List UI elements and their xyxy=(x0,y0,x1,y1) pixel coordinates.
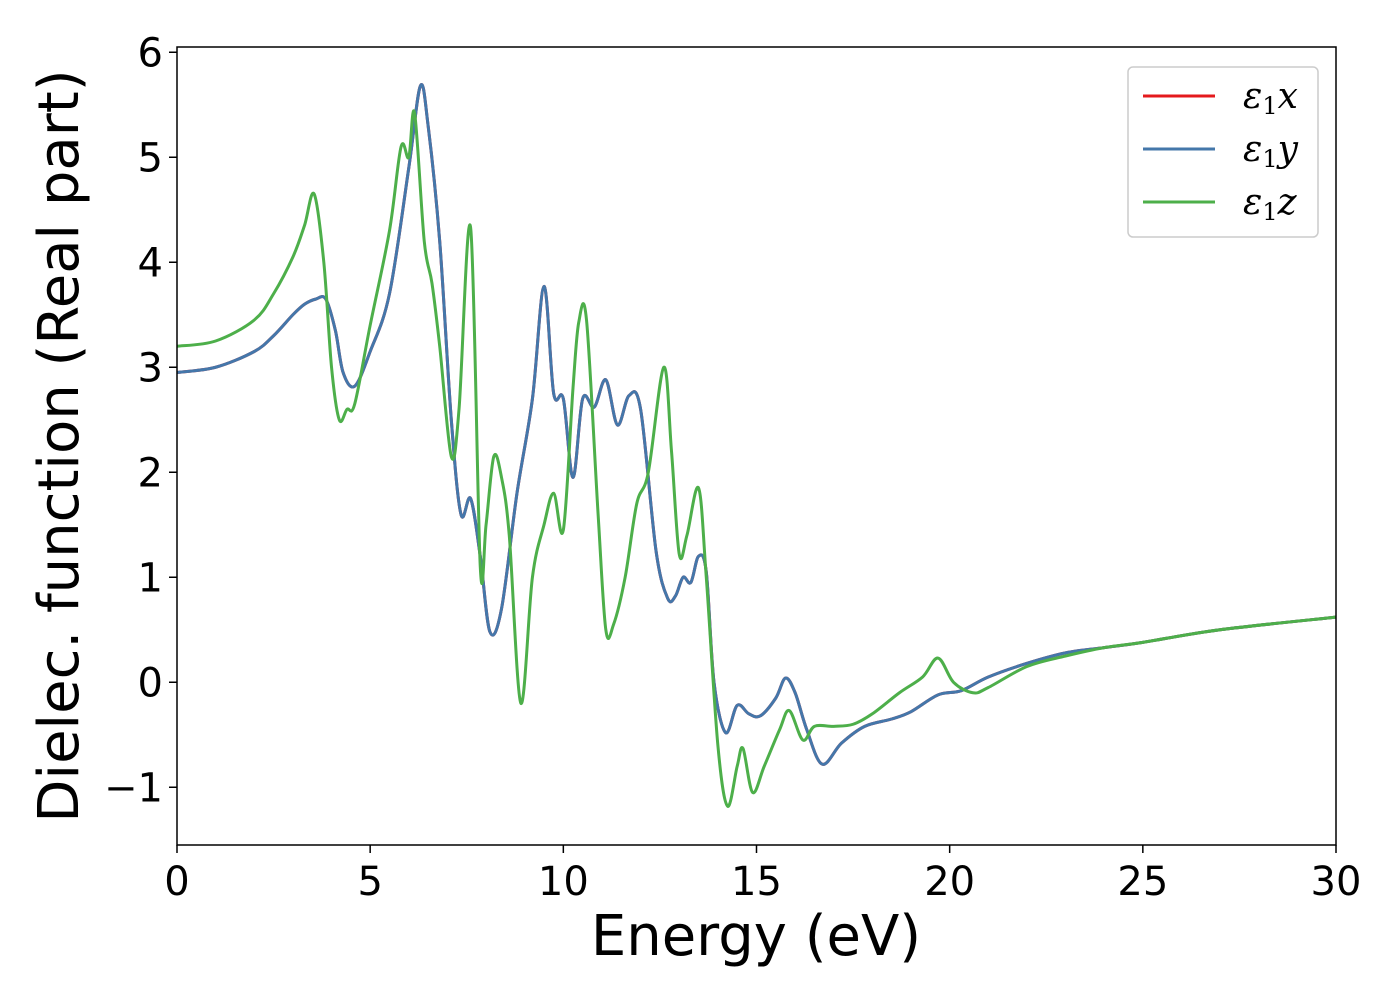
y-tick-label: 5 xyxy=(138,135,163,181)
x-tick-label: 20 xyxy=(924,859,975,905)
y-axis-label: Dielec. function (Real part) xyxy=(27,69,92,822)
x-tick-label: 0 xyxy=(164,859,189,905)
legend-items: ε1x ε1y ε1z xyxy=(1143,76,1299,226)
legend: ε1x ε1y ε1z xyxy=(1127,66,1319,238)
y-tick-label: 4 xyxy=(138,240,163,286)
y-axis: −1 0 1 2 3 4 5 6 xyxy=(104,30,177,811)
y-tick-label: 2 xyxy=(138,450,163,496)
x-tick-label: 5 xyxy=(357,859,382,905)
y-tick-label: 6 xyxy=(138,30,163,76)
y-tick-label: 3 xyxy=(138,345,163,391)
x-tick-label: 10 xyxy=(538,859,589,905)
legend-label-x: ε1x xyxy=(1243,76,1298,120)
y-tick-label: 0 xyxy=(138,660,163,706)
x-tick-label: 30 xyxy=(1311,859,1362,905)
y-tick-label: 1 xyxy=(138,555,163,601)
x-tick-label: 25 xyxy=(1117,859,1168,905)
x-axis: 0 5 10 15 20 25 30 xyxy=(164,845,1361,905)
x-axis-label: Energy (eV) xyxy=(591,904,921,969)
legend-label-y: ε1y xyxy=(1243,129,1299,173)
y-tick-label: −1 xyxy=(104,765,163,811)
series-line-z xyxy=(177,109,1336,808)
series-line-y xyxy=(177,82,1336,766)
x-tick-label: 15 xyxy=(731,859,782,905)
legend-label-z: ε1z xyxy=(1243,182,1298,226)
legend-box xyxy=(1127,66,1319,238)
series-layer xyxy=(177,82,1336,808)
